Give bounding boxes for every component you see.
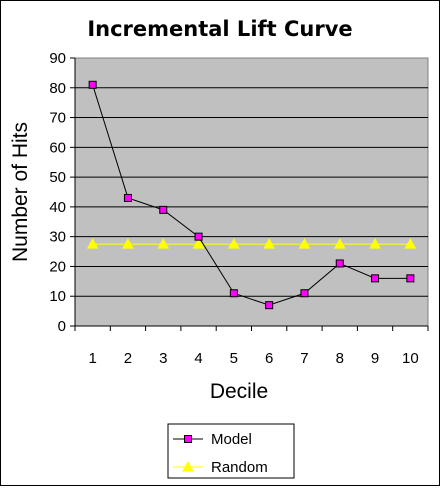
y-tick-label: 90 xyxy=(49,50,66,67)
random-data-point xyxy=(404,238,417,249)
random-data-point xyxy=(263,238,275,249)
model-data-point xyxy=(194,232,203,241)
y-axis: 0 10 20 30 40 50 60 70 80 90 xyxy=(49,50,76,335)
y-tick-label: 40 xyxy=(49,199,66,216)
model-data-point xyxy=(300,289,309,298)
legend-model-marker xyxy=(184,435,192,443)
legend-items: Model Random xyxy=(173,431,268,476)
random-data-point xyxy=(192,238,205,249)
y-tick-label: 60 xyxy=(49,139,66,156)
y-tick-label: 50 xyxy=(49,169,66,186)
random-data-point xyxy=(369,238,381,249)
random-data-point xyxy=(228,238,240,249)
x-axis: 1 2 3 4 5 6 7 8 9 10 xyxy=(74,325,429,367)
y-axis-label: Number of Hits xyxy=(9,122,32,262)
x-tick-label: 2 xyxy=(124,350,132,367)
y-tick-label: 30 xyxy=(49,229,66,246)
x-tick-label: 3 xyxy=(159,350,167,367)
model-data-point xyxy=(265,301,274,310)
random-data-point xyxy=(157,238,170,249)
grid-lines xyxy=(75,87,428,297)
model-data-point xyxy=(123,193,132,202)
model-data-point xyxy=(371,274,380,283)
x-tick-label: 6 xyxy=(265,350,273,367)
chart-title: Incremental Lift Curve xyxy=(87,17,352,41)
x-tick-label: 4 xyxy=(194,350,202,367)
model-data-point xyxy=(406,274,415,283)
legend-random-marker xyxy=(182,460,194,472)
model-data-point xyxy=(229,289,238,298)
y-tick-label: 70 xyxy=(49,110,66,127)
y-tick-label: 80 xyxy=(49,80,66,97)
random-data-point xyxy=(86,238,99,249)
model-data-point xyxy=(88,80,97,89)
x-tick-label: 7 xyxy=(300,350,308,367)
model-data-point xyxy=(159,205,168,214)
y-tick-label: 10 xyxy=(49,288,66,305)
plot-area xyxy=(74,57,429,327)
y-tick-label: 0 xyxy=(58,318,66,335)
random-data-point xyxy=(333,238,346,249)
y-tick-label: 20 xyxy=(49,258,66,275)
x-tick-label: 10 xyxy=(402,350,419,367)
model-series-line xyxy=(92,84,411,306)
x-tick-label: 8 xyxy=(336,350,344,367)
random-data-point xyxy=(122,238,134,249)
legend: Model Random xyxy=(167,423,295,479)
x-axis-label: Decile xyxy=(210,380,268,403)
x-tick-label: 5 xyxy=(230,350,238,367)
legend-random-label: Random xyxy=(211,459,268,476)
model-data-point xyxy=(335,259,344,268)
x-tick-label: 9 xyxy=(371,350,379,367)
legend-model-label: Model xyxy=(211,431,252,448)
series-layer xyxy=(86,80,417,310)
random-data-point xyxy=(298,238,311,249)
x-tick-label: 1 xyxy=(88,350,96,367)
